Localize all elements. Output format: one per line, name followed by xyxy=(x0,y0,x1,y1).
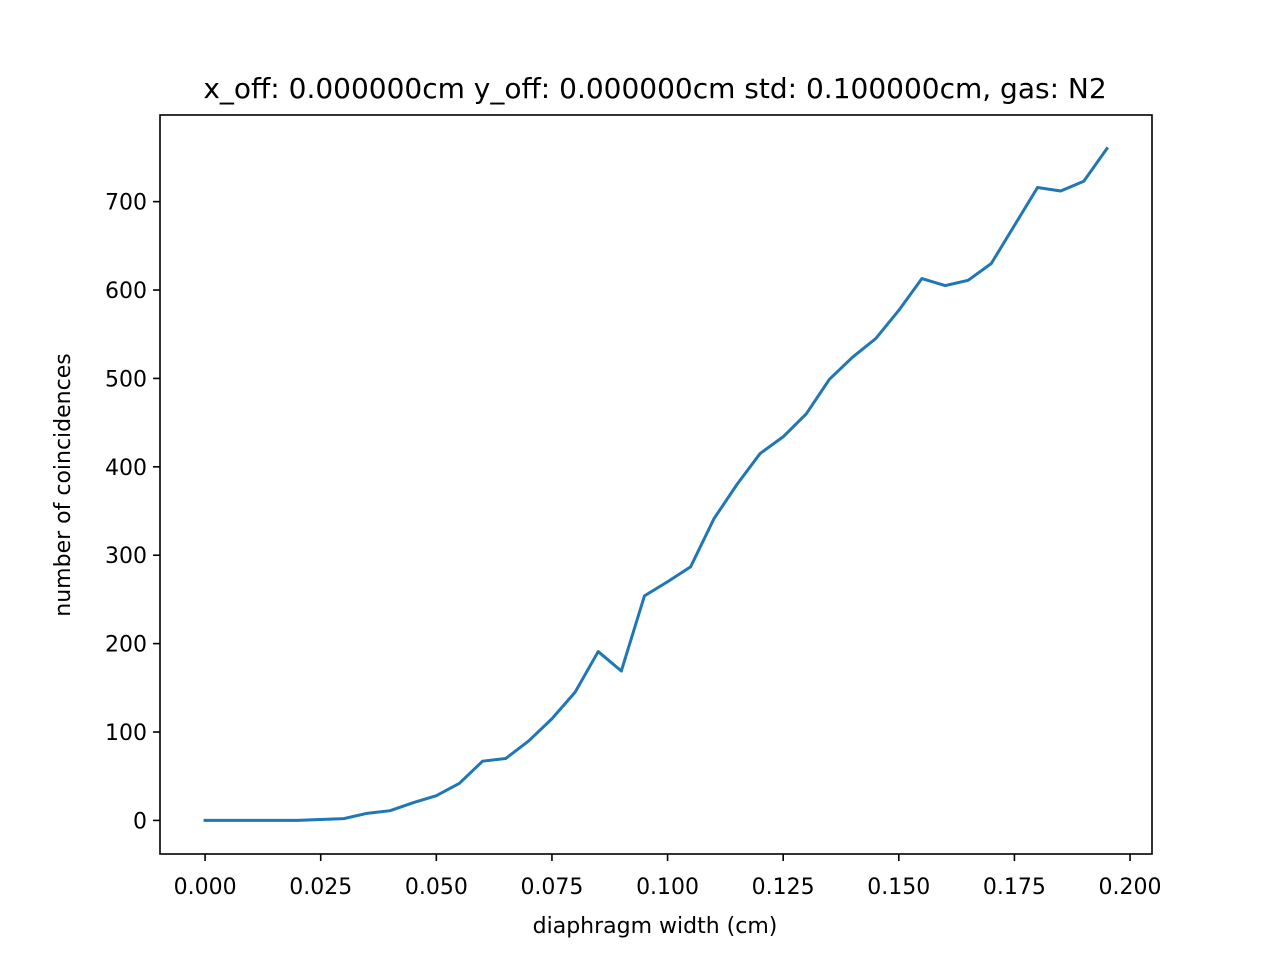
x-tick-label: 0.050 xyxy=(405,875,468,900)
x-tick-label: 0.000 xyxy=(174,875,237,900)
y-tick-label: 200 xyxy=(105,633,147,658)
y-tick-label: 0 xyxy=(133,809,147,834)
series-line-0 xyxy=(203,146,1110,822)
x-tick-label: 0.175 xyxy=(983,875,1046,900)
y-tick-label: 600 xyxy=(105,279,147,304)
y-tick-label: 100 xyxy=(105,721,147,746)
x-tick-label: 0.125 xyxy=(752,875,815,900)
plot-area: 0.000 0.025 0.050 0.075 0.100 0.125 0.150 0.175… xyxy=(105,114,1162,900)
y-tick-label: 300 xyxy=(105,544,147,569)
x-tick-label: 0.150 xyxy=(867,875,930,900)
y-tick-label: 500 xyxy=(105,367,147,392)
y-tick-label: 400 xyxy=(105,456,147,481)
x-tick-label: 0.075 xyxy=(520,875,583,900)
axes-frame xyxy=(159,114,1153,855)
y-axis-label: number of coincidences xyxy=(51,353,76,616)
x-axis-label: diaphragm width (cm) xyxy=(533,914,778,939)
y-tick-label: 700 xyxy=(105,191,147,216)
chart-title: x_off: 0.000000cm y_off: 0.000000cm std:… xyxy=(203,72,1106,105)
x-tick-label: 0.025 xyxy=(289,875,352,900)
x-tick-label: 0.200 xyxy=(1099,875,1162,900)
x-tick-label: 0.100 xyxy=(636,875,699,900)
